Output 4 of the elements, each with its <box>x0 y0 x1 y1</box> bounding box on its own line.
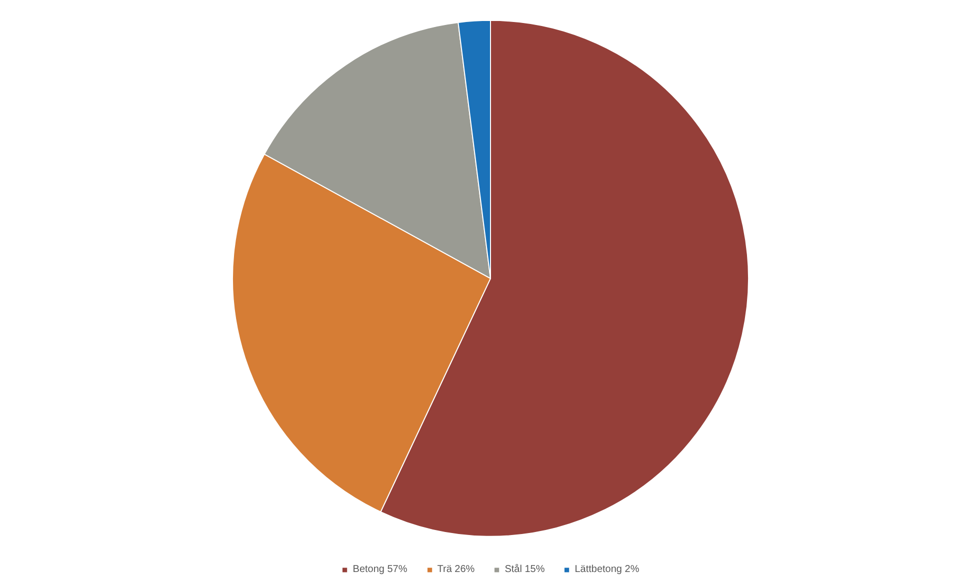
legend-label: Stål 15% <box>504 563 545 575</box>
legend-label: Betong 57% <box>352 563 408 575</box>
legend-label: Lättbetong 2% <box>574 563 640 575</box>
legend-label: Trä 26% <box>437 563 475 575</box>
